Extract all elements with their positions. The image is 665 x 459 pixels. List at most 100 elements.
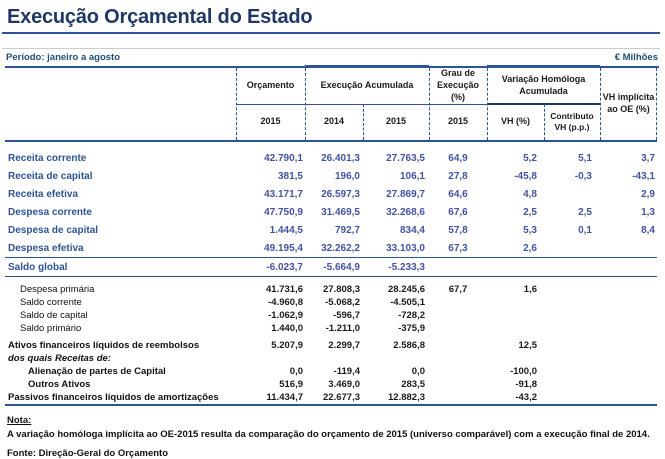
- table-row: Despesa efetiva 49.195,4 32.262,2 33.103,0 6…: [5, 239, 657, 257]
- cell-y15: 0,0: [411, 366, 425, 377]
- row-label: Receita efetiva: [8, 188, 79, 200]
- table-header: Orçamento Execução Acumulada Grau de Exe…: [5, 65, 657, 142]
- subheader-orcamento-2015: 2015: [260, 116, 281, 127]
- row-label: Saldo de capital: [20, 310, 88, 321]
- row-label: Ativos financeiros líquidos de reembolso…: [8, 340, 200, 351]
- cell-y15: 12.882,3: [388, 392, 425, 403]
- row-label: Despesa primária: [20, 284, 95, 295]
- table-row: Despesa de capital 1.444,5 792,7 834,4 57,8 5…: [5, 221, 657, 239]
- cell-y14: 2.299,7: [328, 340, 360, 351]
- cell-imp: 1,3: [641, 206, 655, 218]
- table-row: Saldo primário 1.440,0 -1.211,0 -375,9: [5, 322, 657, 335]
- column-divider: [236, 68, 237, 140]
- table-row: Saldo de capital -1.062,9 -596,7 -728,2: [5, 309, 657, 322]
- cell-y14: 792,7: [334, 224, 360, 236]
- cell-orc: 1.444,5: [269, 224, 303, 236]
- cell-orc: 1.440,0: [271, 323, 303, 334]
- header-execucao-acumulada: Execução Acumulada: [320, 80, 414, 91]
- column-divider: [487, 68, 488, 140]
- table-row: Ativos financeiros líquidos de reembolso…: [5, 339, 657, 352]
- cell-grau: 27,8: [448, 170, 468, 182]
- section-saldo-global: Saldo global -6.023,7 -5.664,9 -5.233,3: [5, 258, 657, 276]
- cell-y15: -5.233,3: [388, 261, 425, 273]
- row-label: Receita corrente: [8, 152, 87, 164]
- row-label: Outros Ativos: [28, 379, 91, 390]
- header-orcamento: Orçamento: [246, 80, 295, 91]
- cell-orc: -6.023,7: [266, 261, 303, 273]
- table-bottom-border: [5, 404, 657, 406]
- note-label: Nota:: [7, 415, 32, 426]
- report-page: Execução Orçamental do Estado Período: j…: [0, 6, 665, 459]
- cell-y14: 22.677,3: [323, 392, 360, 403]
- row-label: Saldo corrente: [20, 297, 82, 308]
- table-row: dos quais Receitas de:: [5, 352, 657, 365]
- row-label: Saldo global: [8, 261, 68, 273]
- cell-y15: 27.869,7: [386, 188, 425, 200]
- cell-vh: 5,3: [523, 224, 537, 236]
- subheader-vh-pct: VH (%): [501, 116, 530, 127]
- cell-vh: -91,8: [515, 379, 537, 390]
- cell-y14: -5.068,2: [325, 297, 360, 308]
- table-row: Despesa primária 41.731,6 27.808,3 28.245,6…: [5, 283, 657, 296]
- column-divider: [363, 104, 364, 140]
- note-block: Nota: A variação homóloga implícita ao O…: [7, 415, 665, 440]
- column-divider: [429, 68, 430, 140]
- variacao-group-underline: [487, 103, 600, 105]
- row-label: Despesa efetiva: [8, 242, 84, 254]
- group-topline-execucao: [305, 65, 429, 68]
- cell-y15: -4.505,1: [390, 297, 425, 308]
- table-row: Saldo global -6.023,7 -5.664,9 -5.233,3: [5, 258, 657, 276]
- row-label: Alienação de partes de Capital: [28, 366, 166, 377]
- cell-vh: -100,0: [510, 366, 537, 377]
- section-receita-despesa: Receita corrente 42.790,1 26.401,3 27.763,5…: [5, 149, 657, 257]
- cell-y15: -375,9: [398, 323, 425, 334]
- unit-label: € Milhões: [614, 52, 658, 63]
- source-line: Fonte: Direção-Geral do Orçamento: [7, 448, 169, 459]
- cell-y14: 32.262,2: [321, 242, 360, 254]
- cell-y14: -596,7: [333, 310, 360, 321]
- cell-imp: 3,7: [641, 152, 655, 164]
- cell-y15: 834,4: [399, 224, 425, 236]
- cell-y14: 26.401,3: [321, 152, 360, 164]
- cell-grau: 64,6: [448, 188, 468, 200]
- header-row-separator: [236, 104, 600, 105]
- cell-orc: 5.207,9: [271, 340, 303, 351]
- cell-orc: -4.960,8: [268, 297, 303, 308]
- cell-y14: 3.469,0: [328, 379, 360, 390]
- cell-ctr: 5,1: [578, 152, 592, 164]
- cell-ctr: -0,3: [574, 170, 592, 182]
- cell-vh: -43,2: [515, 392, 537, 403]
- row-label: Receita de capital: [8, 170, 93, 182]
- row-label: dos quais Receitas de:: [8, 353, 111, 364]
- cell-imp: 8,4: [641, 224, 655, 236]
- table-row: Receita corrente 42.790,1 26.401,3 27.763,5…: [5, 149, 657, 167]
- group-topline-variacao: [487, 65, 600, 68]
- cell-y15: 27.763,5: [386, 152, 425, 164]
- cell-grau: 67,3: [448, 242, 468, 254]
- table-row: Receita efetiva 43.171,7 26.597,3 27.869,7 6…: [5, 185, 657, 203]
- cell-y15: 283,5: [401, 379, 425, 390]
- subheader-exec-2015: 2015: [385, 116, 407, 127]
- cell-grau: 57,8: [448, 224, 468, 236]
- cell-ctr: 2,5: [578, 206, 592, 218]
- cell-ctr: 0,1: [578, 224, 592, 236]
- row-divider: [5, 276, 657, 277]
- cell-orc: 42.790,1: [264, 152, 303, 164]
- section-saldos-detalhe: Despesa primária 41.731,6 27.808,3 28.245,6…: [5, 283, 657, 335]
- cell-y15: 32.268,6: [386, 206, 425, 218]
- header-grau-execucao: Grau de Execução (%): [436, 68, 480, 102]
- cell-y14: -5.664,9: [323, 261, 360, 273]
- cell-grau: 67,7: [448, 284, 468, 295]
- row-divider: [5, 257, 657, 258]
- table-row: Saldo corrente -4.960,8 -5.068,2 -4.505,1: [5, 296, 657, 309]
- cell-vh: 12,5: [518, 340, 538, 351]
- cell-orc: -1.062,9: [268, 310, 303, 321]
- cell-y14: 196,0: [334, 170, 360, 182]
- cell-imp: 2,9: [641, 188, 655, 200]
- cell-vh: 1,6: [523, 284, 537, 295]
- row-label: Saldo primário: [20, 323, 82, 334]
- note-text: A variação homóloga implícita ao OE-2015…: [7, 429, 650, 440]
- cell-vh: 4,8: [523, 188, 537, 200]
- cell-orc: 516,9: [279, 379, 303, 390]
- cell-vh: 2,6: [523, 242, 537, 254]
